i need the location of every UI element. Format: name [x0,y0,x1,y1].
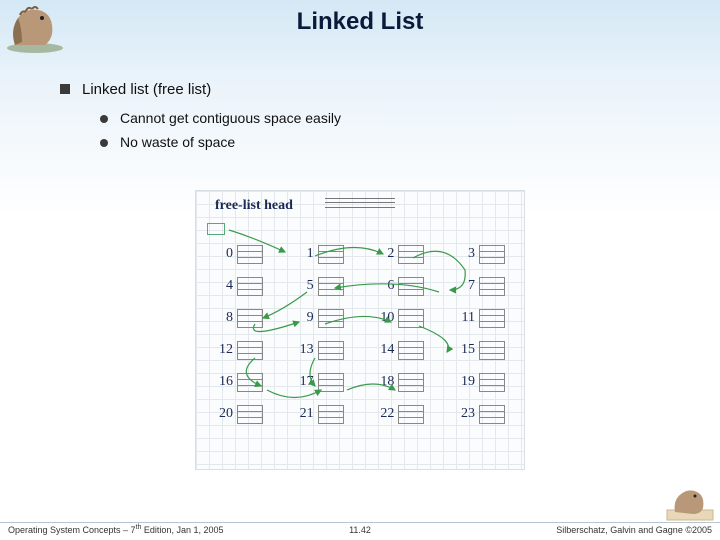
block-cell: 4 [215,277,263,295]
footer-left: Operating System Concepts – 7th Edition,… [8,524,223,535]
block-grid: 01234567891011121314151617181920212223 [215,245,505,460]
square-bullet-icon [60,84,70,94]
head-stack-icon [325,198,395,208]
block-box-icon [237,373,263,391]
block-number: 22 [376,406,394,422]
block-number: 20 [215,406,233,422]
block-cell: 22 [376,405,424,423]
bullet-main: Linked list (free list) [60,80,680,98]
block-cell: 12 [215,341,263,359]
block-number: 8 [215,310,233,326]
block-cell: 16 [215,373,263,391]
block-box-icon [479,341,505,359]
bullet-sub-2-text: No waste of space [120,134,235,150]
footer: Operating System Concepts – 7th Edition,… [0,522,720,536]
block-box-icon [237,341,263,359]
circle-bullet-icon [100,115,108,123]
block-number: 7 [457,278,475,294]
block-box-icon [237,309,263,327]
block-row: 4 5 6 7 [215,277,505,295]
block-cell: 2 [376,245,424,263]
block-box-icon [318,309,344,327]
block-number: 12 [215,342,233,358]
linked-list-diagram: free-list head 0123456789101112131415161… [195,190,525,470]
bullet-sub-1: Cannot get contiguous space easily [100,110,680,126]
block-box-icon [237,277,263,295]
block-number: 4 [215,278,233,294]
block-box-icon [398,309,424,327]
block-box-icon [398,341,424,359]
block-number: 16 [215,374,233,390]
block-cell: 13 [296,341,344,359]
block-number: 21 [296,406,314,422]
block-number: 9 [296,310,314,326]
block-number: 10 [376,310,394,326]
block-number: 18 [376,374,394,390]
block-cell: 15 [457,341,505,359]
block-number: 1 [296,246,314,262]
block-row: 0 1 2 3 [215,245,505,263]
block-box-icon [398,405,424,423]
block-box-icon [237,245,263,263]
block-cell: 3 [457,245,505,263]
free-list-head-label: free-list head [215,198,293,214]
bullet-main-text: Linked list (free list) [82,81,211,98]
block-box-icon [479,277,505,295]
page-title: Linked List [0,8,720,36]
block-box-icon [398,277,424,295]
content-area: Linked list (free list) Cannot get conti… [60,80,680,158]
bullet-sub-1-text: Cannot get contiguous space easily [120,110,341,126]
circle-bullet-icon [100,139,108,147]
pointer-icon [207,220,231,238]
block-row: 12 13 14 15 [215,341,505,359]
block-number: 6 [376,278,394,294]
block-box-icon [318,341,344,359]
block-number: 17 [296,374,314,390]
block-number: 23 [457,406,475,422]
block-box-icon [398,245,424,263]
bullet-sub-2: No waste of space [100,134,680,150]
block-box-icon [479,405,505,423]
block-cell: 5 [296,277,344,295]
block-cell: 17 [296,373,344,391]
block-number: 13 [296,342,314,358]
footer-right: Silberschatz, Galvin and Gagne ©2005 [556,525,712,535]
block-cell: 18 [376,373,424,391]
block-cell: 21 [296,405,344,423]
block-row: 8 9 10 11 [215,309,505,327]
block-number: 15 [457,342,475,358]
block-box-icon [479,373,505,391]
block-cell: 1 [296,245,344,263]
block-cell: 14 [376,341,424,359]
block-box-icon [479,309,505,327]
block-cell: 8 [215,309,263,327]
block-box-icon [318,405,344,423]
block-number: 3 [457,246,475,262]
block-cell: 0 [215,245,263,263]
block-box-icon [237,405,263,423]
block-cell: 23 [457,405,505,423]
block-box-icon [318,277,344,295]
block-cell: 6 [376,277,424,295]
block-cell: 11 [457,309,505,327]
block-cell: 7 [457,277,505,295]
block-cell: 20 [215,405,263,423]
block-cell: 9 [296,309,344,327]
block-box-icon [318,373,344,391]
block-cell: 10 [376,309,424,327]
footer-page-number: 11.42 [349,525,371,535]
block-row: 16 17 18 19 [215,373,505,391]
block-number: 11 [457,310,475,326]
block-number: 14 [376,342,394,358]
block-number: 19 [457,374,475,390]
block-number: 0 [215,246,233,262]
block-box-icon [479,245,505,263]
block-box-icon [318,245,344,263]
block-box-icon [398,373,424,391]
block-number: 2 [376,246,394,262]
dinosaur-small-icon [665,482,715,522]
block-cell: 19 [457,373,505,391]
block-number: 5 [296,278,314,294]
block-row: 20 21 22 23 [215,405,505,423]
